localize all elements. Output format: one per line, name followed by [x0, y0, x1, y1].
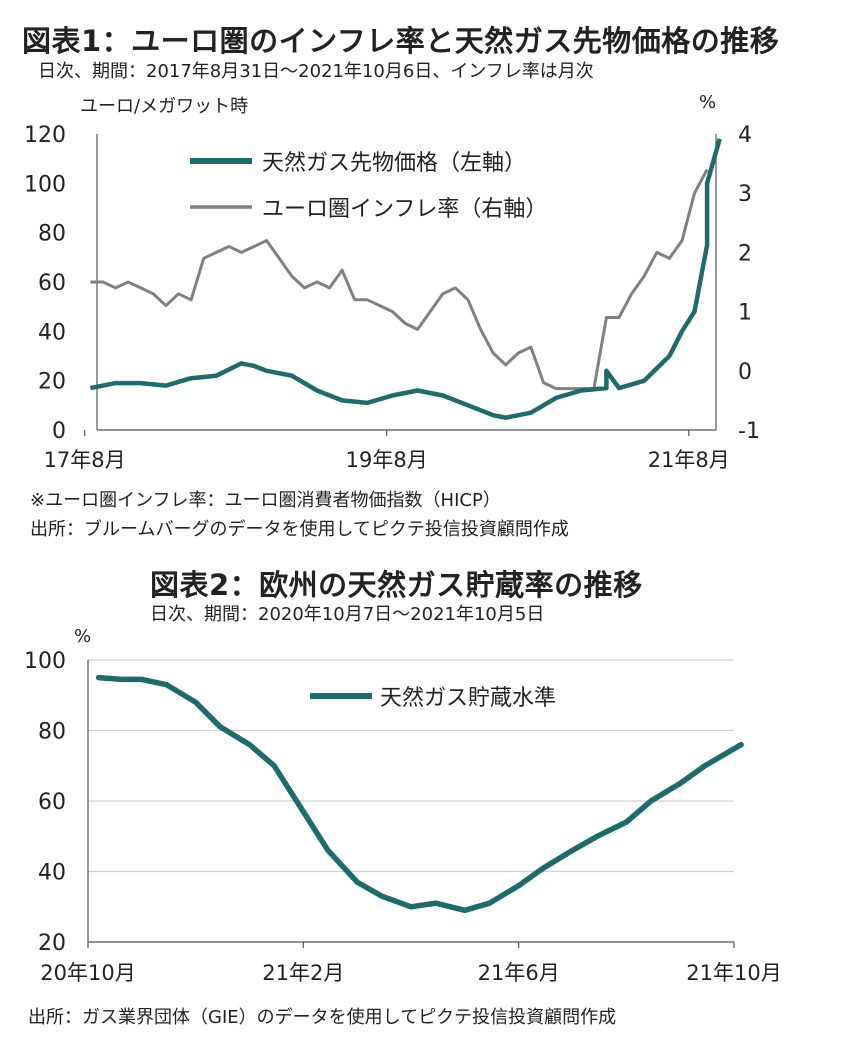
chart1-right-tick-label: 4: [738, 123, 752, 148]
chart1-source-note: 出所：ブルームバーグのデータを使用してピクテ投信投資顧問作成: [30, 519, 569, 540]
chart1-right-tick-label: 1: [738, 301, 752, 326]
chart2-y-tick-label: 80: [38, 720, 66, 745]
chart1-note-hicp: ※ユーロ圏インフレ率：ユーロ圏消費者物価指数（HICP）: [30, 490, 501, 511]
chart1-subtitle: 日次、期間：2017年8月31日～2021年10月6日、インフレ率は月次: [38, 61, 594, 82]
chart1-left-tick-label: 60: [38, 271, 66, 296]
chart1-left-tick-label: 120: [24, 123, 66, 148]
chart1-left-tick-label: 40: [38, 320, 66, 345]
chart2-y-tick-label: 60: [38, 790, 66, 815]
chart2-y-tick-label: 20: [38, 931, 66, 956]
chart1-left-tick-label: 0: [52, 419, 66, 444]
chart2-x-tick-label: 20年10月: [40, 961, 135, 985]
chart1-left-tick-label: 100: [24, 172, 66, 197]
chart1-left-tick-label: 80: [38, 222, 66, 247]
chart2-title: 図表2：欧州の天然ガス貯蔵率の推移: [150, 568, 643, 602]
chart1-legend-inflation-label: ユーロ圏インフレ率（右軸）: [262, 197, 547, 222]
chart2-storage-line: [95, 674, 744, 914]
chart2-x-tick-label: 21年2月: [262, 961, 344, 985]
chart2-y-tick-label: 40: [38, 861, 66, 886]
chart2-x-tick-label: 21年10月: [686, 961, 781, 985]
chart1-gas-price-line: [89, 138, 722, 420]
chart2-subtitle: 日次、期間：2020年10月7日～2021年10月5日: [150, 604, 545, 625]
chart1-right-tick-label: 0: [738, 360, 752, 385]
chart1-x-tick-label: 17年8月: [44, 448, 126, 472]
chart1-left-tick-label: 20: [38, 370, 66, 395]
chart2-y-tick-label: 100: [24, 649, 66, 674]
chart1-x-tick-label: 21年8月: [648, 448, 730, 472]
chart2-y-axis-unit: %: [74, 626, 92, 647]
chart1-right-axis-unit: %: [699, 92, 717, 113]
chart1-right-tick-label: -1: [738, 419, 760, 444]
chart1-x-tick-label: 19年8月: [346, 448, 428, 472]
chart1-inflation-line: [90, 168, 709, 391]
chart1-right-tick-label: 3: [738, 182, 752, 207]
chart1-title: 図表1：ユーロ圏のインフレ率と天然ガス先物価格の推移: [22, 24, 780, 58]
chart1-right-tick-label: 2: [738, 241, 752, 266]
chart1-legend-gas-label: 天然ガス先物価格（左軸）: [262, 151, 526, 176]
chart2-legend-label: 天然ガス貯蔵水準: [380, 686, 556, 711]
chart2-x-tick-label: 21年6月: [478, 961, 560, 985]
chart1-left-axis-unit: ユーロ/メガワット時: [80, 96, 249, 117]
chart2-source-note: 出所：ガス業界団体（GIE）のデータを使用してピクテ投信投資顧問作成: [28, 1007, 617, 1028]
